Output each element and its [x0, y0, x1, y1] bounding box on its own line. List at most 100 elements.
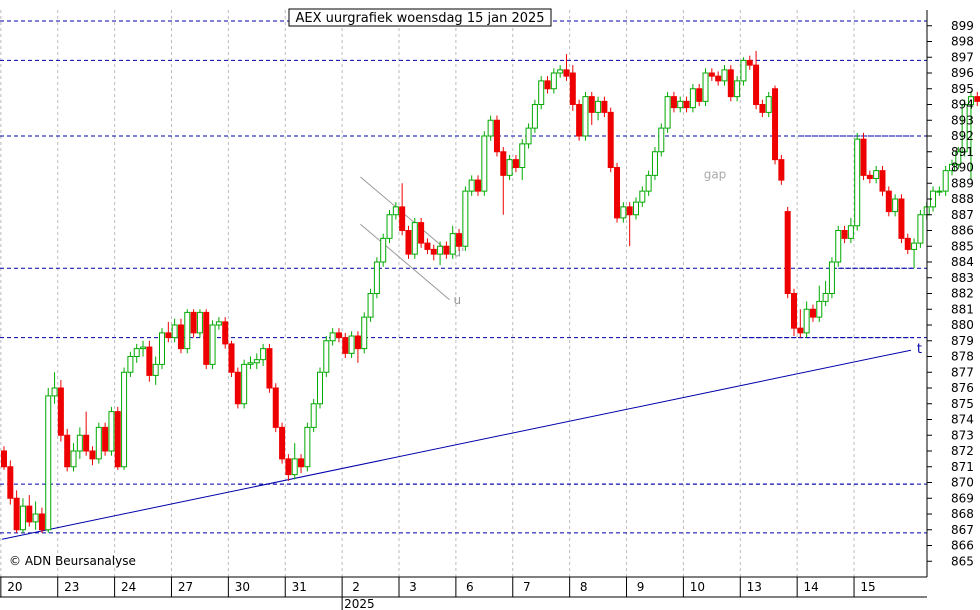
y-tick-label: 866	[951, 539, 974, 553]
candle-body-down	[866, 174, 873, 180]
candle-body-down	[234, 371, 241, 405]
candle-body-down	[898, 198, 905, 239]
candle-body-up	[449, 233, 456, 255]
candle-body-down	[456, 233, 463, 247]
candle-body-down	[354, 335, 361, 350]
candle-body-down	[772, 88, 779, 161]
candle-body-up	[241, 363, 248, 405]
gap-annotation: gap	[704, 168, 727, 182]
candle-body-up	[367, 293, 374, 318]
candle-body-up	[140, 346, 147, 350]
candle-body-up	[317, 371, 323, 405]
candle-body-down	[569, 72, 576, 105]
candle-body-up	[639, 190, 646, 203]
candle-body-down	[165, 332, 172, 339]
candle-body-up	[19, 505, 26, 531]
candle-body-down	[727, 69, 734, 98]
candle-body-up	[740, 59, 747, 82]
x-tick-label: 2	[352, 580, 360, 594]
x-tick-label: 20	[7, 580, 22, 594]
candle-body-down	[683, 100, 690, 109]
candle-body-up	[892, 198, 899, 213]
candle-body-down	[708, 72, 715, 77]
x-tick-label: 23	[64, 580, 79, 594]
candle-body-down	[146, 346, 153, 376]
channel-label: u	[454, 293, 462, 307]
candle-body-down	[715, 75, 722, 82]
candle-body-down	[285, 458, 292, 476]
y-tick-label: 869	[951, 491, 974, 505]
candle-body-up	[734, 80, 741, 98]
y-tick-label: 871	[951, 460, 974, 474]
candle-body-up	[253, 359, 260, 364]
candle-body-down	[190, 311, 197, 334]
candle-body-up	[936, 190, 943, 193]
candle-body-up	[468, 179, 475, 192]
candle-body-up	[949, 163, 955, 172]
candle-body-down	[399, 206, 406, 231]
candle-body-up	[803, 308, 810, 334]
candle-body-up	[633, 201, 639, 216]
axes: 8658668678688698708718728738748758768778…	[0, 10, 974, 610]
candle-body-up	[620, 206, 627, 219]
candle-body-up	[323, 340, 330, 373]
x-tick-label: 27	[178, 580, 193, 594]
candle-body-up	[329, 332, 336, 342]
trendline-label: t	[917, 342, 922, 357]
channel-line	[360, 223, 450, 301]
candle-body-up	[689, 88, 696, 109]
candle-body-down	[493, 119, 500, 153]
x-tick-label: 13	[747, 580, 762, 594]
candle-body-down	[696, 88, 703, 102]
candle-body-up	[171, 324, 178, 339]
candle-body-up	[437, 245, 444, 255]
candle-body-down	[784, 211, 791, 295]
y-tick-label: 881	[951, 302, 974, 316]
x-tick-label: 24	[121, 580, 136, 594]
candle-body-up	[133, 348, 140, 357]
candle-body-up	[127, 356, 134, 373]
y-tick-label: 892	[951, 129, 974, 143]
candle-body-up	[386, 214, 393, 239]
x-tick-label: 6	[466, 580, 474, 594]
candle-body-up	[361, 316, 368, 350]
candle-body-down	[563, 69, 570, 77]
y-tick-label: 884	[951, 255, 974, 269]
candle-body-up	[835, 230, 842, 263]
candle-body-down	[13, 497, 20, 531]
candle-body-up	[961, 104, 968, 153]
y-tick-label: 893	[951, 113, 974, 127]
candle-body-down	[418, 222, 425, 244]
candle-body-up	[582, 96, 589, 137]
candle-body-up	[531, 104, 538, 129]
x-tick-label: 15	[860, 580, 875, 594]
candle-body-up	[847, 225, 854, 239]
y-tick-label: 899	[951, 19, 974, 33]
candle-body-down	[778, 159, 785, 181]
candle-body-down	[841, 230, 848, 239]
candle-body-up	[822, 293, 829, 302]
candle-body-up	[380, 237, 387, 263]
candle-body-up	[873, 170, 880, 180]
x-tick-label: 7	[523, 580, 531, 594]
candle-body-up	[481, 135, 488, 192]
candle-body-up	[373, 261, 380, 294]
y-tick-label: 868	[951, 507, 974, 521]
candle-body-down	[1, 450, 7, 468]
candle-body-down	[405, 230, 412, 255]
candle-body-down	[26, 505, 33, 523]
candle-body-down	[588, 96, 595, 113]
candle-body-up	[411, 222, 418, 255]
candle-body-down	[475, 179, 481, 192]
candle-body-up	[209, 324, 216, 365]
candle-body-down	[266, 348, 273, 389]
y-tick-label: 897	[951, 50, 974, 64]
y-tick-label: 872	[951, 444, 974, 458]
candle-body-down	[222, 321, 229, 345]
candle-body-down	[746, 59, 753, 66]
candle-body-down	[64, 434, 71, 468]
candle-body-down	[544, 80, 551, 90]
y-tick-label: 896	[951, 66, 974, 80]
candle-body-up	[45, 395, 52, 531]
